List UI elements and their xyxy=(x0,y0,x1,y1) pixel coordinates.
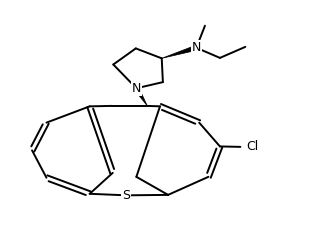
Text: N: N xyxy=(192,41,201,54)
Text: Cl: Cl xyxy=(246,140,258,153)
Polygon shape xyxy=(162,45,197,58)
Text: N: N xyxy=(132,82,141,95)
Text: S: S xyxy=(122,189,130,202)
Polygon shape xyxy=(134,87,147,106)
